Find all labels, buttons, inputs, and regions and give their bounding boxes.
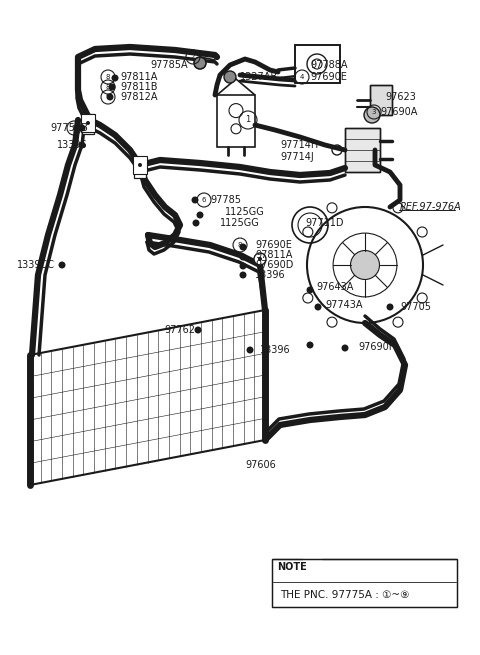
Circle shape [138,163,142,167]
Text: 1327AB: 1327AB [240,72,278,82]
Text: 3: 3 [372,109,376,115]
Text: 97785: 97785 [210,195,241,205]
Circle shape [341,345,348,352]
Circle shape [196,212,204,219]
Circle shape [59,261,65,269]
Circle shape [224,71,236,83]
Text: 1: 1 [245,115,251,124]
Text: 8: 8 [106,84,110,90]
Text: 97690E: 97690E [255,240,292,250]
Circle shape [82,117,94,129]
Text: THE PNC. 97775A : ①~⑨: THE PNC. 97775A : ①~⑨ [280,590,409,600]
Text: 4: 4 [300,74,304,80]
Circle shape [314,303,322,310]
Text: 97690D: 97690D [255,260,293,270]
Text: 2: 2 [191,54,195,60]
Text: 97811A: 97811A [255,250,292,260]
Text: 97690F: 97690F [358,342,395,352]
Text: 13396: 13396 [255,270,286,280]
Text: 97743A: 97743A [325,300,362,310]
FancyBboxPatch shape [134,158,146,178]
Text: NOTE: NOTE [277,562,307,572]
Circle shape [240,263,247,269]
Circle shape [194,57,206,69]
Circle shape [134,159,146,171]
Circle shape [240,272,247,278]
Circle shape [364,107,380,123]
Bar [133,156,147,174]
Text: 8: 8 [106,74,110,80]
Text: 97788A: 97788A [310,60,348,70]
Bar [295,45,340,83]
Text: 97812A: 97812A [120,92,157,102]
Text: REF.97-976A: REF.97-976A [400,202,462,212]
Text: 9: 9 [106,94,110,100]
Text: 97762: 97762 [164,325,195,335]
Circle shape [258,257,262,261]
Circle shape [86,121,90,125]
Circle shape [307,286,313,293]
Circle shape [194,326,202,333]
Bar [272,559,457,607]
Text: 97643A: 97643A [316,282,353,292]
Text: 1339CC: 1339CC [17,260,55,270]
Circle shape [307,341,313,348]
Circle shape [247,346,253,354]
Bar [345,128,380,172]
Bar [81,114,95,132]
Bar [345,128,380,172]
Text: 97711D: 97711D [305,218,344,228]
Text: 97705: 97705 [400,302,431,312]
Circle shape [240,244,247,250]
Text: 97623: 97623 [385,92,416,102]
Text: 97714J: 97714J [280,152,314,162]
Text: 97811B: 97811B [120,82,157,92]
Text: 97714H: 97714H [280,140,318,150]
Circle shape [107,94,113,100]
Circle shape [192,196,199,204]
Text: 1125GG: 1125GG [225,207,265,217]
Bar [295,45,340,83]
Text: 97606: 97606 [245,460,276,470]
Circle shape [350,250,380,280]
Text: 1125GG: 1125GG [220,218,260,228]
Circle shape [386,303,394,310]
Text: 13396: 13396 [260,345,290,355]
Text: 13396: 13396 [58,140,88,150]
Text: 97811A: 97811A [120,72,157,82]
Bar [272,559,457,607]
Circle shape [108,83,116,90]
Text: 6: 6 [202,197,206,203]
Circle shape [79,141,85,149]
Circle shape [111,75,119,81]
Bar [217,95,255,147]
Text: 97690E: 97690E [310,72,347,82]
Circle shape [79,124,85,132]
Text: 97690A: 97690A [380,107,418,117]
Text: 8: 8 [238,242,242,248]
Bar [370,85,392,115]
Circle shape [240,253,247,261]
FancyBboxPatch shape [82,114,94,134]
Text: 97785A: 97785A [150,60,188,70]
Text: 5: 5 [72,125,76,131]
Bar [370,85,392,115]
Text: 97752B: 97752B [50,123,88,133]
Circle shape [254,253,266,265]
Circle shape [192,219,200,227]
